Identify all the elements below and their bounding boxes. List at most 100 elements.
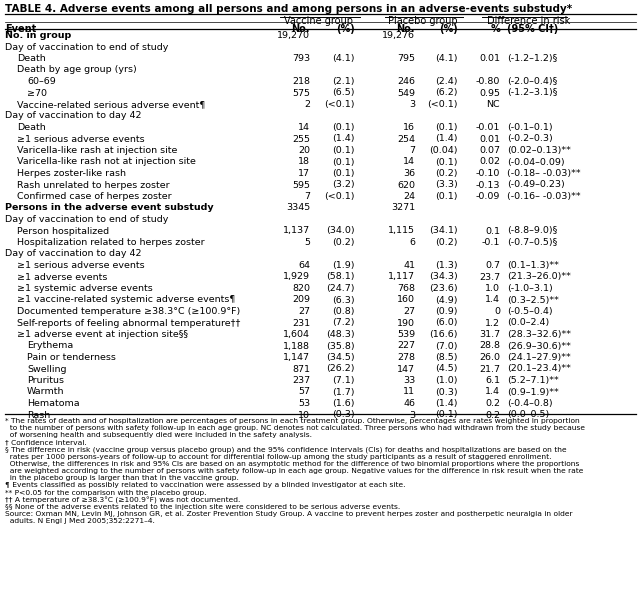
Text: 620: 620: [397, 180, 415, 189]
Text: (5.2–7.1)**: (5.2–7.1)**: [507, 376, 559, 385]
Text: §§ None of the adverse events related to the injection site were considered to b: §§ None of the adverse events related to…: [5, 504, 400, 510]
Text: ≥1 serious adverse events: ≥1 serious adverse events: [17, 261, 145, 270]
Text: 1,188: 1,188: [283, 341, 310, 351]
Text: ≥1 adverse events: ≥1 adverse events: [17, 273, 108, 281]
Text: 33: 33: [403, 376, 415, 385]
Text: ** P<0.05 for the comparison with the placebo group.: ** P<0.05 for the comparison with the pl…: [5, 490, 206, 495]
Text: (2.4): (2.4): [435, 77, 458, 86]
Text: 254: 254: [397, 134, 415, 143]
Text: 60–69: 60–69: [27, 77, 56, 86]
Text: (%): (%): [337, 24, 355, 34]
Text: (0.0–2.4): (0.0–2.4): [507, 319, 549, 327]
Text: (6.0): (6.0): [435, 319, 458, 327]
Text: (7.0): (7.0): [435, 341, 458, 351]
Text: Day of vaccination to end of study: Day of vaccination to end of study: [5, 42, 169, 51]
Text: (-1.0–3.1): (-1.0–3.1): [507, 284, 553, 293]
Text: 27: 27: [298, 307, 310, 316]
Text: (-0.1–0.1): (-0.1–0.1): [507, 123, 553, 132]
Text: Warmth: Warmth: [27, 387, 65, 397]
Text: (1.4): (1.4): [435, 134, 458, 143]
Text: ≥70: ≥70: [27, 88, 47, 97]
Text: Death: Death: [17, 123, 46, 132]
Text: (35.8): (35.8): [326, 341, 355, 351]
Text: -0.01: -0.01: [476, 123, 500, 132]
Text: (0.3): (0.3): [333, 411, 355, 419]
Text: 3: 3: [409, 100, 415, 109]
Text: (-0.2–0.3): (-0.2–0.3): [507, 134, 553, 143]
Text: ≥1 vaccine-related systemic adverse events¶: ≥1 vaccine-related systemic adverse even…: [17, 295, 235, 305]
Text: (-0.5–0.4): (-0.5–0.4): [507, 307, 553, 316]
Text: (3.2): (3.2): [333, 180, 355, 189]
Text: (<0.1): (<0.1): [428, 100, 458, 109]
Text: (<0.1): (<0.1): [324, 100, 355, 109]
Text: Persons in the adverse event substudy: Persons in the adverse event substudy: [5, 204, 213, 213]
Text: (34.5): (34.5): [326, 353, 355, 362]
Text: Confirmed case of herpes zoster: Confirmed case of herpes zoster: [17, 192, 172, 201]
Text: 21.7: 21.7: [479, 365, 500, 373]
Text: (0.2): (0.2): [435, 238, 458, 247]
Text: No.: No.: [292, 24, 310, 34]
Text: No.: No.: [397, 24, 415, 34]
Text: 209: 209: [292, 295, 310, 305]
Text: Vaccine group: Vaccine group: [284, 16, 353, 26]
Text: (16.6): (16.6): [429, 330, 458, 339]
Text: 1,117: 1,117: [388, 273, 415, 281]
Text: 278: 278: [397, 353, 415, 362]
Text: Herpes zoster-like rash: Herpes zoster-like rash: [17, 169, 126, 178]
Text: 28.8: 28.8: [479, 341, 500, 351]
Text: 53: 53: [298, 399, 310, 408]
Text: (7.1): (7.1): [333, 376, 355, 385]
Text: (-0.16– -0.03)**: (-0.16– -0.03)**: [507, 192, 581, 201]
Text: 539: 539: [397, 330, 415, 339]
Text: 0: 0: [494, 307, 500, 316]
Text: (0.1–1.3)**: (0.1–1.3)**: [507, 261, 559, 270]
Text: 14: 14: [298, 123, 310, 132]
Text: in the placebo group is larger than that in the vaccine group.: in the placebo group is larger than that…: [5, 475, 239, 481]
Text: are weighted according to the number of persons with safety follow-up in each ag: are weighted according to the number of …: [5, 468, 583, 474]
Text: 3: 3: [409, 411, 415, 419]
Text: (-8.8–9.0)§: (-8.8–9.0)§: [507, 226, 557, 235]
Text: ≥1 adverse event at injection site§§: ≥1 adverse event at injection site§§: [17, 330, 188, 339]
Text: (28.3–32.6)**: (28.3–32.6)**: [507, 330, 571, 339]
Text: 768: 768: [397, 284, 415, 293]
Text: to the number of persons with safety follow-up in each age group. NC denotes not: to the number of persons with safety fol…: [5, 425, 585, 431]
Text: (0.2): (0.2): [435, 169, 458, 178]
Text: (1.4): (1.4): [333, 134, 355, 143]
Text: 246: 246: [397, 77, 415, 86]
Text: 0.1: 0.1: [485, 226, 500, 235]
Text: Hospitalization related to herpes zoster: Hospitalization related to herpes zoster: [17, 238, 204, 247]
Text: (95% CI†): (95% CI†): [507, 24, 558, 34]
Text: † Confidence interval.: † Confidence interval.: [5, 439, 87, 445]
Text: 1,929: 1,929: [283, 273, 310, 281]
Text: 549: 549: [397, 88, 415, 97]
Text: (4.5): (4.5): [435, 365, 458, 373]
Text: 0.01: 0.01: [479, 54, 500, 63]
Text: 227: 227: [397, 341, 415, 351]
Text: of worsening health and subsequently died were included in the safety analysis.: of worsening health and subsequently die…: [5, 432, 312, 438]
Text: (4.9): (4.9): [435, 295, 458, 305]
Text: (0.3–2.5)**: (0.3–2.5)**: [507, 295, 559, 305]
Text: 41: 41: [403, 261, 415, 270]
Text: Vaccine-related serious adverse event¶: Vaccine-related serious adverse event¶: [17, 100, 205, 109]
Text: Day of vaccination to end of study: Day of vaccination to end of study: [5, 215, 169, 224]
Text: 7: 7: [304, 192, 310, 201]
Text: 14: 14: [403, 158, 415, 167]
Text: 19,276: 19,276: [382, 31, 415, 40]
Text: 871: 871: [292, 365, 310, 373]
Text: -0.1: -0.1: [481, 238, 500, 247]
Text: Death: Death: [17, 54, 46, 63]
Text: Rash unrelated to herpes zoster: Rash unrelated to herpes zoster: [17, 180, 170, 189]
Text: (34.0): (34.0): [326, 226, 355, 235]
Text: ≥1 systemic adverse events: ≥1 systemic adverse events: [17, 284, 153, 293]
Text: 11: 11: [403, 387, 415, 397]
Text: 3345: 3345: [286, 204, 310, 213]
Text: (%): (%): [439, 24, 458, 34]
Text: (6.3): (6.3): [333, 295, 355, 305]
Text: Swelling: Swelling: [27, 365, 67, 373]
Text: Difference in risk: Difference in risk: [487, 16, 570, 26]
Text: (8.5): (8.5): [435, 353, 458, 362]
Text: -0.09: -0.09: [476, 192, 500, 201]
Text: (1.7): (1.7): [333, 387, 355, 397]
Text: Varicella-like rash at injection site: Varicella-like rash at injection site: [17, 146, 178, 155]
Text: Documented temperature ≥38.3°C (≥100.9°F): Documented temperature ≥38.3°C (≥100.9°F…: [17, 307, 240, 316]
